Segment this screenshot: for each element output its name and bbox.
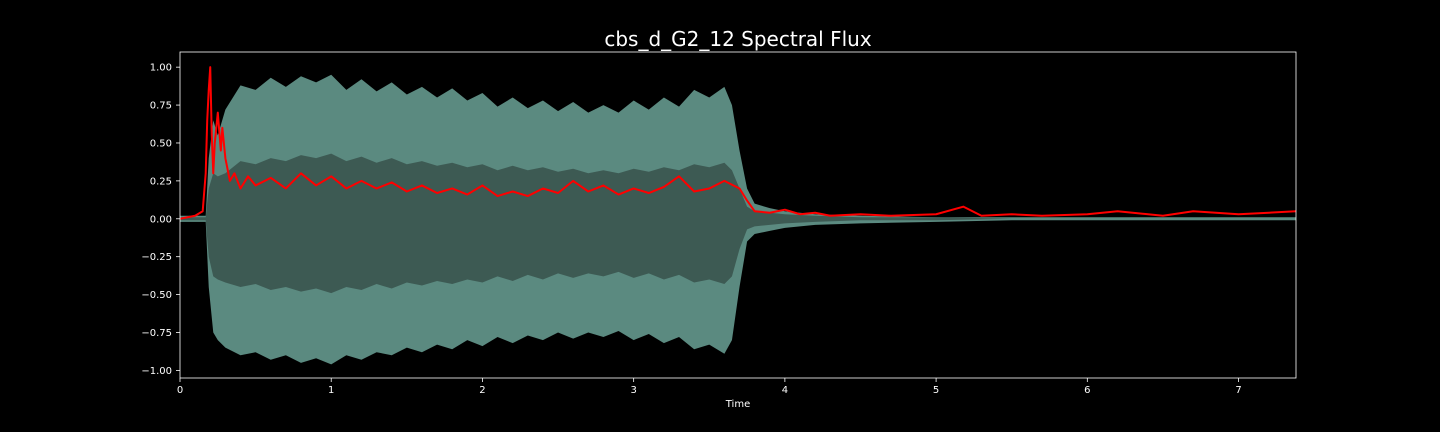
y-tick-label: −0.50 [141,290,172,301]
x-tick-label: 3 [630,385,636,396]
x-axis-label: Time [725,399,750,410]
x-tick-label: 4 [782,385,788,396]
spectral-flux-line [180,66,1296,220]
y-tick-label: 0.75 [150,101,172,112]
y-tick-label: 0.50 [150,138,172,149]
y-tick-label: −0.75 [141,328,172,339]
y-tick-label: 0.00 [150,214,172,225]
chart-title: cbs_d_G2_12 Spectral Flux [604,27,871,51]
plot-frame [179,51,1297,379]
axes: 1.00 0.75 0.50 0.25 0.00 −0.25 −0.50 −0.75 −1.00… [141,51,1297,396]
y-tick-label: −0.25 [141,252,172,263]
x-tick-label: 0 [177,385,183,396]
x-tick-label: 2 [479,385,485,396]
x-tick-label: 1 [328,385,334,396]
x-tick-label: 7 [1235,385,1241,396]
y-tick-label: 1.00 [150,63,172,74]
y-tick-label: 0.25 [150,176,172,187]
y-tick-label: −1.00 [141,366,172,377]
x-tick-label: 5 [933,385,939,396]
x-tick-label: 6 [1084,385,1090,396]
waveform-inner-envelope [180,153,1296,294]
plot-area [180,66,1296,365]
